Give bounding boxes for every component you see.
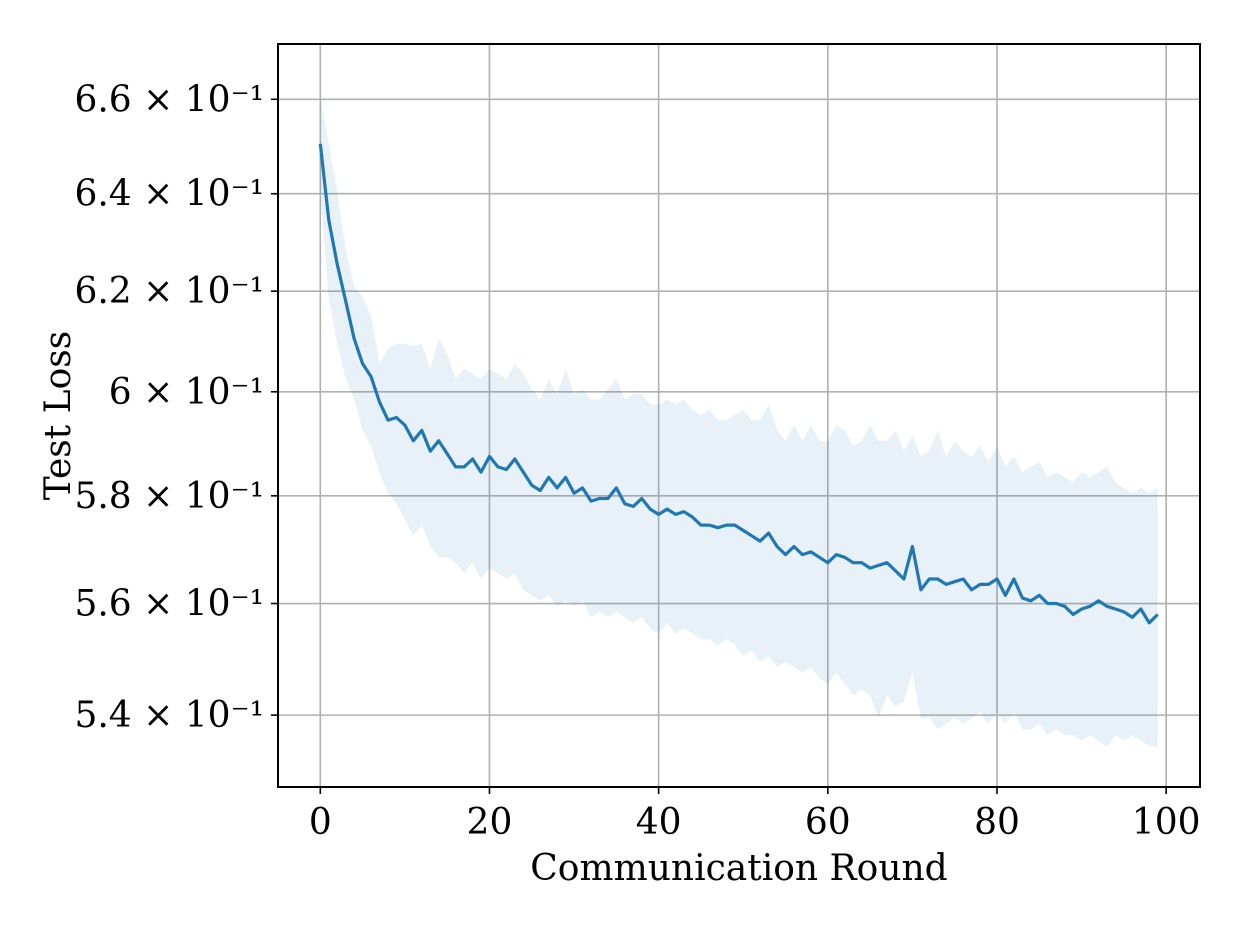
axis-ticks: 0 20 40 60 80 100 5.4 × 10⁻¹ 5.6 × 10⁻¹ 5.8 × 10… <box>74 79 1200 843</box>
grid-lines <box>278 44 1200 787</box>
y-axis-label: Test Loss <box>38 331 79 500</box>
x-tick-label: 100 <box>1132 802 1201 843</box>
y-tick-label: 5.8 × 10⁻¹ <box>74 476 264 517</box>
y-tick-label: 5.6 × 10⁻¹ <box>74 584 264 625</box>
x-tick-label: 80 <box>974 802 1020 843</box>
x-axis-label: Communication Round <box>530 848 947 889</box>
y-tick-label: 6.4 × 10⁻¹ <box>74 174 264 215</box>
x-tick-label: 0 <box>309 802 332 843</box>
y-tick-label: 5.4 × 10⁻¹ <box>74 695 264 736</box>
y-tick-label: 6.6 × 10⁻¹ <box>74 79 264 120</box>
x-tick-label: 60 <box>805 802 851 843</box>
plot-frame <box>277 43 1201 788</box>
y-tick-label: 6.2 × 10⁻¹ <box>74 271 264 312</box>
x-tick-label: 20 <box>467 802 513 843</box>
series-line <box>318 143 1159 625</box>
y-tick-label: 6 × 10⁻¹ <box>109 372 264 413</box>
x-tick-label: 40 <box>636 802 682 843</box>
